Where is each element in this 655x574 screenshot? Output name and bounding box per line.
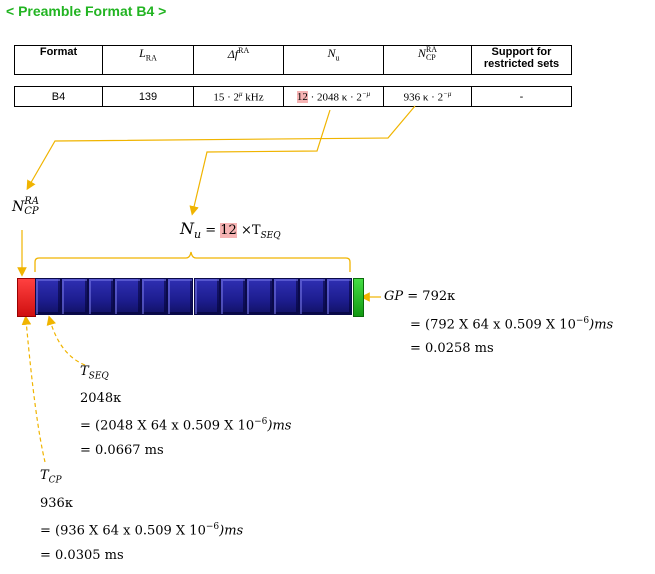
sequence-block	[114, 278, 141, 315]
tseq-v2: = (2048 X 64 x 0.509 X 10−6)ms	[80, 417, 292, 434]
nu-highlight: 12	[296, 91, 308, 104]
header-format: Format	[14, 45, 103, 75]
sequence-block	[61, 278, 88, 315]
header-support: Support for restricted sets	[471, 45, 572, 75]
tseq-v1: 2048κ	[80, 391, 122, 406]
guard-period-block	[353, 278, 364, 317]
tseq-label: TSEQ	[80, 364, 109, 382]
nu-formula: Nu = 12 ×TSEQ	[180, 219, 281, 242]
arrow-nu-to-label	[189, 109, 331, 216]
brace-sequence	[34, 251, 351, 272]
format-table-row: B4 139 15 · 2μ kHz 12 · 2048 κ · 2−μ 936…	[14, 86, 572, 107]
gp-eq1: GP = 792κ	[384, 289, 456, 304]
sequence-block	[87, 278, 115, 315]
gp-eq3: = 0.0258 ms	[410, 341, 494, 356]
cell-format: B4	[14, 86, 103, 107]
sequence-block	[219, 278, 247, 315]
gp-eq2: = (792 X 64 x 0.509 X 10−6)ms	[410, 316, 614, 333]
header-ncp: NRA CP	[383, 45, 472, 75]
header-delta-f: ΔfRA	[193, 45, 284, 75]
page-title: < Preamble Format B4 >	[6, 3, 167, 19]
sequence-block	[35, 278, 62, 315]
sequence-block	[299, 278, 326, 315]
sequence-block	[193, 278, 220, 315]
cyclic-prefix-block	[17, 278, 36, 317]
cell-delta-f: 15 · 2μ kHz	[193, 86, 284, 107]
format-table-header: Format LRA ΔfRA Nu NRA CP Support for res…	[14, 45, 572, 75]
sequence-block	[246, 278, 273, 315]
header-lra: LRA	[102, 45, 194, 75]
nu-label-highlight: 12	[220, 223, 237, 238]
ncp-label: NRA CP	[12, 196, 40, 217]
arrow-tseq	[46, 315, 86, 366]
sequence-block	[167, 278, 194, 315]
cell-support: -	[471, 86, 572, 107]
tcp-v3: = 0.0305 ms	[40, 548, 124, 563]
sequence-block	[325, 278, 352, 315]
sequence-block	[140, 278, 168, 315]
cell-nu: 12 · 2048 κ · 2−μ	[283, 86, 384, 107]
tseq-v3: = 0.0667 ms	[80, 443, 164, 458]
tcp-v2: = (936 X 64 x 0.509 X 10−6)ms	[40, 522, 244, 539]
tcp-v1: 936κ	[40, 496, 73, 511]
arrow-tcp	[21, 315, 46, 463]
sequence-block	[272, 278, 300, 315]
cell-ncp: 936 κ · 2−μ	[383, 86, 472, 107]
arrow-ncp-to-label	[26, 105, 416, 191]
tcp-label: TCP	[40, 468, 62, 486]
